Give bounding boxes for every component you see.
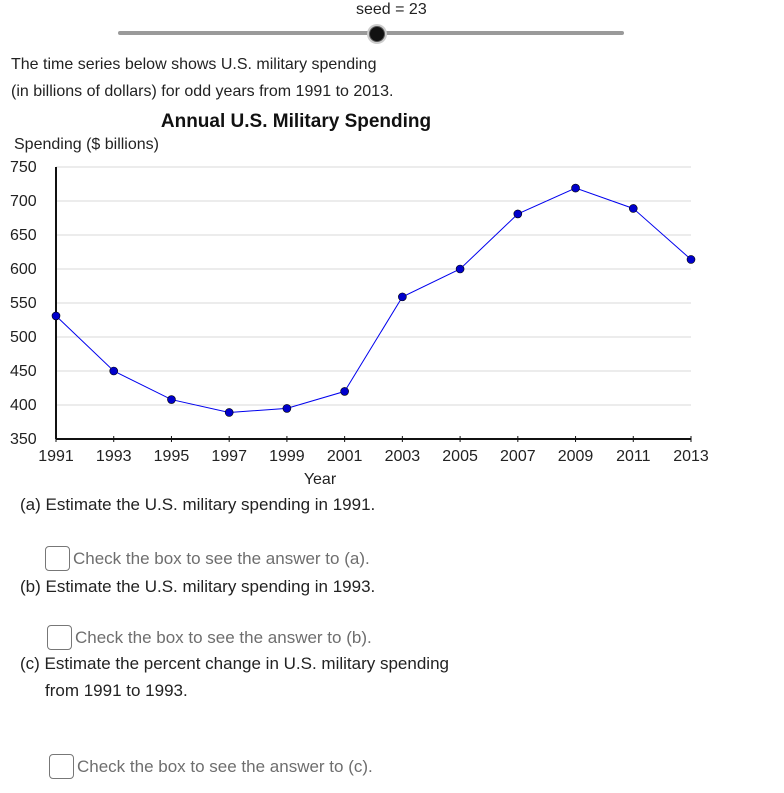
data-point-2007: [513, 209, 523, 219]
seed-slider-handle[interactable]: [369, 26, 385, 42]
y-tick-label-450: 450: [10, 363, 37, 380]
grid-lines: [56, 166, 691, 406]
checkbox-a-label[interactable]: Check the box to see the answer to (a).: [73, 548, 370, 568]
checkbox-c[interactable]: [49, 754, 74, 779]
x-tick-label-2013: 2013: [673, 448, 709, 465]
data-point-2001: [340, 387, 349, 396]
x-tick-label-2009: 2009: [558, 448, 594, 465]
intro-line-1: The time series below shows U.S. militar…: [11, 56, 377, 73]
x-tick-label-1991: 1991: [38, 448, 74, 465]
seed-label: seed = 23: [356, 1, 427, 18]
check-row-a[interactable]: Check the box to see the answer to (a).: [45, 546, 370, 571]
x-tick-label-2011: 2011: [616, 448, 651, 465]
question-c-line-2: from 1991 to 1993.: [45, 681, 188, 700]
x-axis-label: Year: [304, 471, 337, 488]
data-point-1991: [51, 311, 61, 321]
y-tick-label-350: 350: [10, 431, 37, 448]
x-tick-label-1993: 1993: [96, 448, 132, 465]
military-spending-chart: Annual U.S. Military Spending Spending (…: [10, 111, 709, 488]
y-tick-label-650: 650: [10, 227, 37, 244]
tick-labels: 350 400 450 500 550 600 650 700 750 1991 1993 1995 1…: [10, 159, 709, 465]
y-axis-label: Spending ($ billions): [14, 136, 159, 153]
axes: [55, 167, 692, 442]
intro-line-2: (in billions of dollars) for odd years f…: [11, 83, 394, 100]
series-markers: [51, 183, 696, 417]
x-tick-label-2003: 2003: [385, 448, 421, 465]
chart-title: Annual U.S. Military Spending: [161, 111, 431, 132]
x-tick-label-2005: 2005: [442, 448, 478, 465]
x-tick-label-1997: 1997: [211, 448, 247, 465]
data-point-1993: [109, 366, 119, 376]
y-tick-label-600: 600: [10, 261, 37, 278]
checkbox-a[interactable]: [45, 546, 70, 571]
series-line: [55, 187, 692, 413]
data-point-1999: [282, 404, 292, 413]
data-point-2005: [455, 264, 465, 274]
y-tick-label-750: 750: [10, 159, 37, 176]
question-c-line-1: (c) Estimate the percent change in U.S. …: [20, 654, 449, 673]
y-tick-label-700: 700: [10, 193, 37, 210]
y-tick-label-500: 500: [10, 329, 37, 346]
data-point-1995: [167, 395, 176, 404]
data-point-2011: [628, 204, 638, 213]
x-tick-label-2007: 2007: [500, 448, 536, 465]
data-point-2009: [571, 183, 580, 193]
question-a: (a) Estimate the U.S. military spending …: [20, 495, 376, 514]
x-tick-label-2001: 2001: [327, 448, 363, 465]
check-row-c[interactable]: Check the box to see the answer to (c).: [49, 754, 373, 779]
check-row-b[interactable]: Check the box to see the answer to (b).: [47, 625, 372, 650]
y-tick-label-400: 400: [10, 397, 37, 414]
spending-line: [55, 187, 692, 413]
data-point-1997: [224, 408, 234, 417]
checkbox-b-label[interactable]: Check the box to see the answer to (b).: [75, 627, 372, 647]
question-b: (b) Estimate the U.S. military spending …: [20, 577, 376, 596]
intro-text: The time series below shows U.S. militar…: [11, 51, 393, 105]
data-point-2013: [686, 255, 696, 264]
data-point-2003: [398, 292, 407, 302]
y-tick-label-550: 550: [10, 295, 37, 312]
checkbox-c-label[interactable]: Check the box to see the answer to (c).: [77, 756, 373, 776]
checkbox-b[interactable]: [47, 625, 72, 650]
x-tick-label-1999: 1999: [269, 448, 305, 465]
x-tick-label-1995: 1995: [154, 448, 190, 465]
